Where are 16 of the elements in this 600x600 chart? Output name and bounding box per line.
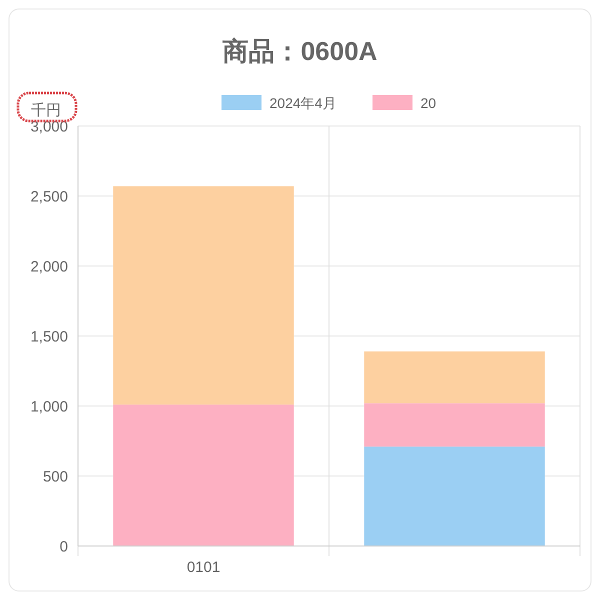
bar: [364, 351, 545, 404]
chart-title: 商品：0600A: [222, 36, 378, 66]
y-tick-label: 1,000: [30, 398, 68, 416]
y-axis-title: 千円: [31, 102, 61, 119]
bar: [113, 186, 294, 405]
bar: [113, 404, 294, 546]
legend-label: 20: [420, 95, 436, 111]
x-tick-label: 0101: [186, 559, 220, 576]
bar: [364, 403, 545, 447]
y-tick-label: 500: [42, 468, 68, 486]
y-tick-label: 1,500: [30, 328, 68, 346]
bar: [364, 446, 545, 546]
y-tick-label: 2,500: [30, 188, 68, 206]
y-tick-label: 0: [60, 538, 68, 556]
legend-label: 2024年4月: [270, 95, 336, 111]
y-tick-label: 2,000: [30, 258, 68, 276]
